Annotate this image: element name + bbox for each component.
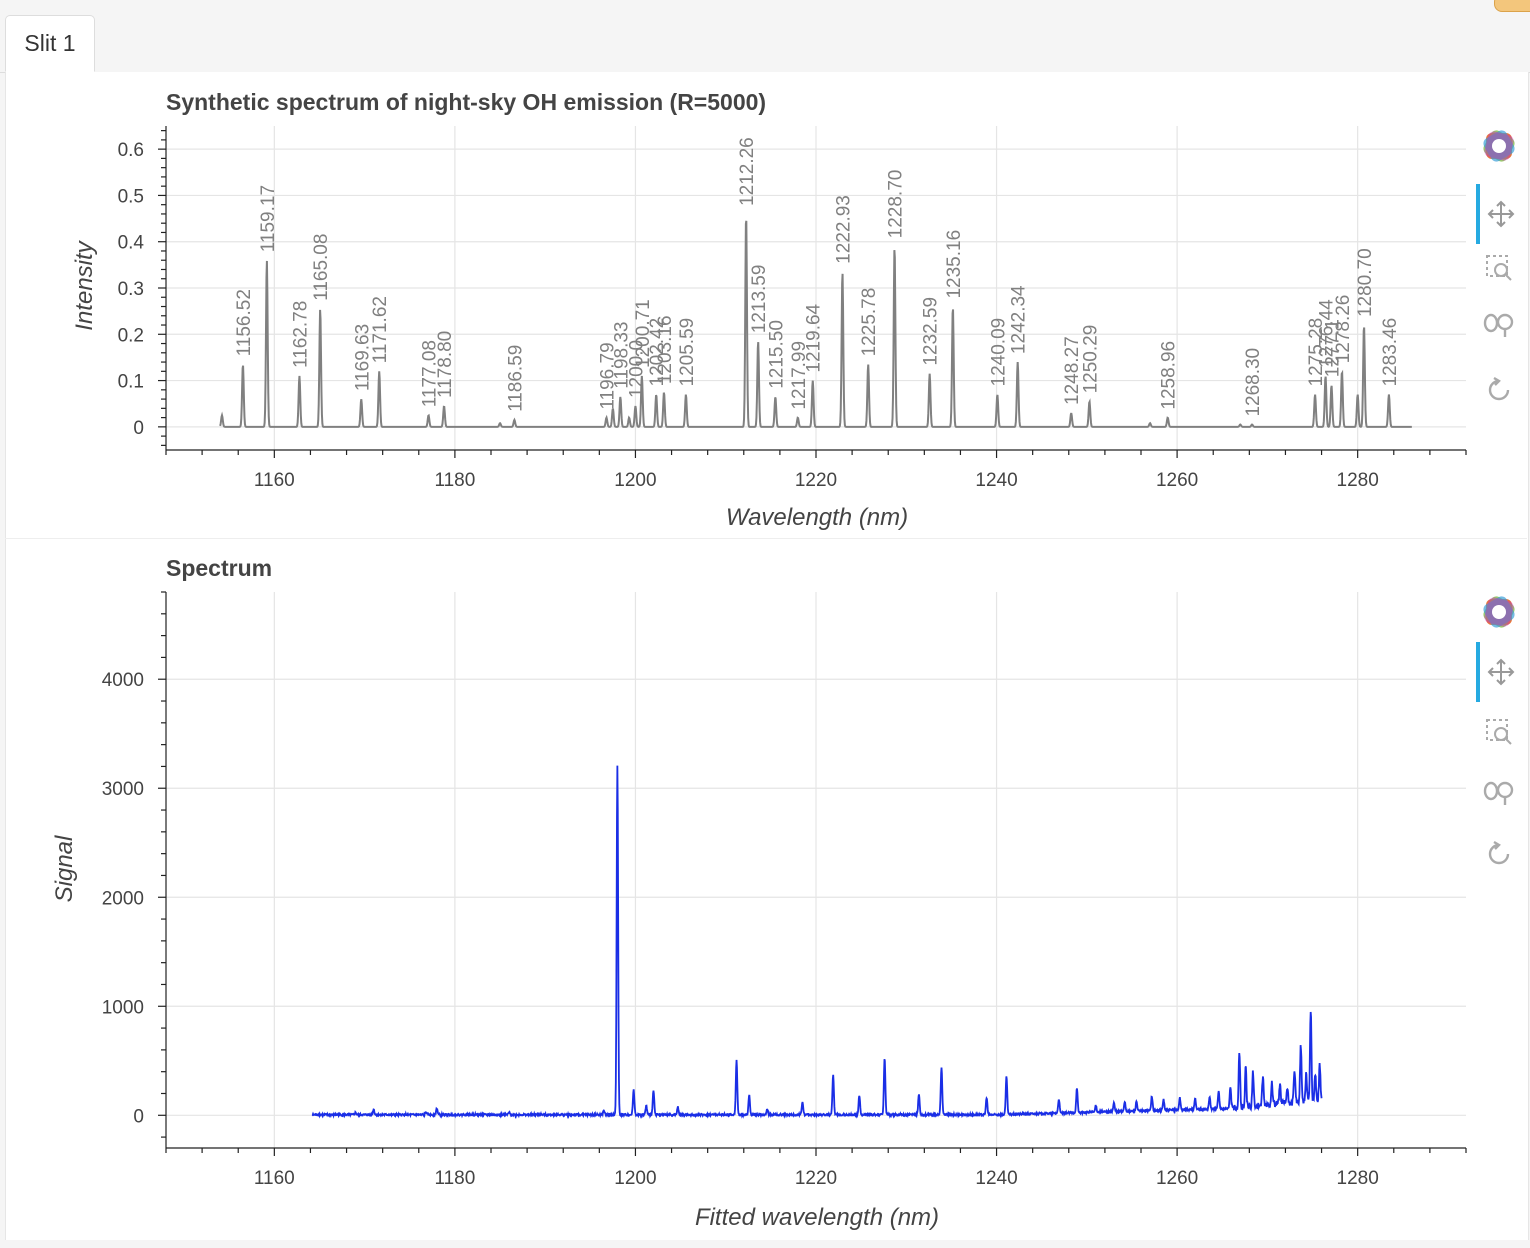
peak-label: 1232.59 [921,297,942,366]
peak-label: 1198.33 [611,321,632,388]
peak-label: 1268.30 [1243,348,1264,417]
synthetic-spectrum-line [219,220,1412,428]
wheel-zoom-icon[interactable] [1476,770,1522,814]
x-tick-label: 1180 [434,1168,475,1189]
peak-label: 1277.1 [1322,319,1343,377]
y-tick-label: 3000 [102,779,144,800]
peak-label: 1222.93 [833,195,854,264]
y-tick-label: 4000 [102,670,144,691]
peak-label: 1171.62 [370,296,391,363]
x-tick-label: 1280 [1337,470,1379,491]
x-tick-label: 1260 [1156,1168,1198,1189]
peak-label: 1276.44 [1317,299,1338,368]
peak-label: 1186.59 [505,345,526,412]
y-tick-label: 0.3 [118,279,144,300]
y-tick-label: 0 [133,1106,144,1127]
peak-label: 1213.59 [749,265,770,334]
peak-label: 1242.34 [1009,285,1030,354]
peak-label: 1275.28 [1306,318,1327,387]
x-tick-label: 1200 [614,1168,656,1189]
peak-label: 1159.17 [258,185,279,252]
peak-label: 1250.29 [1080,325,1101,394]
y-tick-label: 0 [133,418,144,439]
peak-label: 1278.26 [1333,295,1354,364]
x-tick-label: 1160 [254,1168,295,1189]
plot-panel [5,72,1529,1240]
peak-label: 1156.52 [234,289,255,356]
bottom-chart-xlabel: Fitted wavelength (nm) [695,1204,939,1231]
tab-slit-1[interactable]: Slit 1 [5,15,95,72]
peak-label: 1200.71 [633,299,654,368]
box-zoom-icon[interactable] [1476,710,1522,754]
peak-label: 1203.16 [655,315,676,384]
peak-label: 1225.78 [859,288,880,357]
wheel-zoom-icon[interactable] [1476,302,1522,346]
bokeh-logo-icon[interactable] [1476,590,1522,634]
bottom-chart-title: Spectrum [166,555,272,581]
plot-separator [5,538,1527,539]
tab-bar: Slit 1 [0,0,1530,73]
bokeh-logo-icon[interactable] [1476,124,1522,168]
top-chart-title: Synthetic spectrum of night-sky OH emiss… [166,89,766,115]
x-tick-label: 1260 [1156,470,1198,491]
peak-label: 1228.70 [886,170,907,239]
peak-label: 1162.78 [290,301,311,368]
peak-label: 1178.80 [435,331,456,398]
peak-label: 1212.26 [737,137,758,206]
peak-label: 1200.0 [626,340,647,398]
x-tick-label: 1240 [975,470,1017,491]
peak-label: 1217.99 [789,341,810,410]
peak-label: 1177.08 [420,340,441,407]
peak-label: 1240.09 [988,318,1009,387]
box-zoom-icon[interactable] [1476,246,1522,290]
x-tick-label: 1160 [254,470,295,491]
peak-label: 1219.64 [804,303,825,372]
signal-spectrum-line [311,765,1323,1120]
top-chart-xlabel: Wavelength (nm) [726,504,908,531]
pan-icon[interactable] [1476,642,1522,702]
peak-label: 1202.42 [647,318,668,387]
x-tick-label: 1220 [795,470,837,491]
reset-icon[interactable] [1476,368,1522,412]
corner-badge[interactable] [1494,0,1530,12]
y-tick-label: 1000 [102,997,144,1018]
peak-label: 1205.59 [677,318,698,387]
y-tick-label: 0.2 [118,325,144,346]
x-tick-label: 1280 [1337,1168,1379,1189]
x-tick-label: 1200 [614,470,656,491]
x-tick-label: 1220 [795,1168,837,1189]
y-tick-label: 0.4 [118,233,145,254]
y-tick-label: 0.5 [118,186,144,207]
peak-label: 1169.63 [352,324,373,391]
bottom-chart-ylabel: Signal [51,835,78,902]
pan-icon[interactable] [1476,184,1522,244]
x-tick-label: 1240 [975,1168,1017,1189]
top-chart-ylabel: Intensity [71,239,98,330]
peak-label: 1280.70 [1355,248,1376,317]
top-chart-area[interactable]: 1160 1180 1200 1220 1240 1260 1280 0 0.1 0.2 0.3 0.… [118,126,1467,491]
x-tick-label: 1180 [434,470,475,491]
peak-label: 1215.50 [766,320,787,389]
y-tick-label: 0.1 [118,372,144,393]
y-tick-label: 2000 [102,888,144,909]
reset-icon[interactable] [1476,832,1522,876]
peak-label: 1196.79 [597,342,618,409]
peak-label: 1283.46 [1380,318,1401,387]
peak-label: 1258.96 [1159,341,1180,410]
peak-label: 1248.27 [1062,336,1083,405]
bottom-chart-area[interactable]: 1160 1180 1200 1220 1240 1260 1280 0 1000 2000 300… [102,591,1467,1189]
y-tick-label: 0.6 [118,140,144,161]
peak-label: 1165.08 [311,234,332,301]
peak-label: 1235.16 [944,230,965,299]
